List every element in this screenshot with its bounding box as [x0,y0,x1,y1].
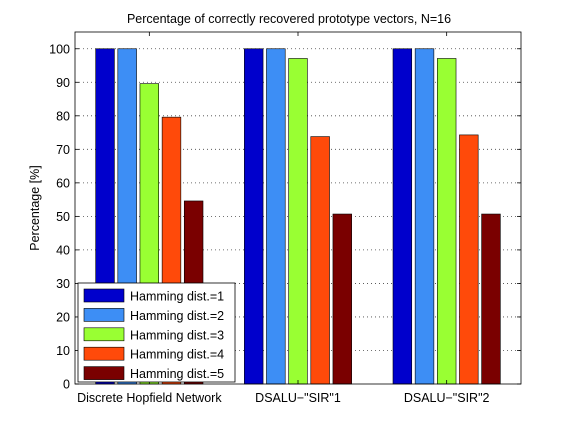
legend-swatch [83,308,125,322]
bar [437,58,457,385]
bar [414,48,435,385]
x-tick-label: Discrete Hopfield Network [77,391,222,405]
y-tick-label: 0 [63,378,70,392]
legend-swatch [83,288,125,303]
bar [288,58,308,385]
bar [481,213,501,385]
legend-label: Hamming dist.=4 [130,348,224,362]
bar [244,48,264,385]
legend-swatch [83,366,125,380]
legend-label: Hamming dist.=2 [130,309,224,323]
y-tick-label: 90 [56,76,70,90]
y-tick-label: 70 [56,143,70,157]
y-tick-label: 40 [56,243,70,257]
legend-swatch [83,327,125,342]
y-tick-label: 30 [56,277,70,291]
y-axis-ticks: 0 10 20 30 40 50 60 70 80 90 100 [49,42,521,392]
bar [310,136,330,385]
y-axis-label: Percentage [%] [28,165,42,250]
y-tick-label: 80 [56,109,70,123]
y-tick-label: 50 [56,210,70,224]
y-tick-label: 60 [56,176,70,190]
y-tick-label: 10 [56,344,70,358]
bar [266,48,286,385]
legend-label: Hamming dist.=5 [130,367,224,381]
legend-label: Hamming dist.=3 [130,328,224,342]
bar [392,48,413,385]
legend-label: Hamming dist.=1 [130,290,224,304]
chart-title: Percentage of correctly recovered protot… [127,12,451,26]
x-tick-label: DSALU−"SIR"1 [255,391,341,405]
bar [332,213,352,385]
bar [459,134,479,385]
y-tick-label: 20 [56,310,70,324]
legend-swatch [83,346,125,361]
x-tick-label: DSALU−"SIR"2 [404,391,490,405]
x-axis-ticks: Discrete Hopfield Network DSALU−"SIR"1 DSA… [77,32,490,405]
y-tick-label: 100 [49,42,70,56]
legend: Hamming dist.=1 Hamming dist.=2 Hamming di… [77,282,236,383]
